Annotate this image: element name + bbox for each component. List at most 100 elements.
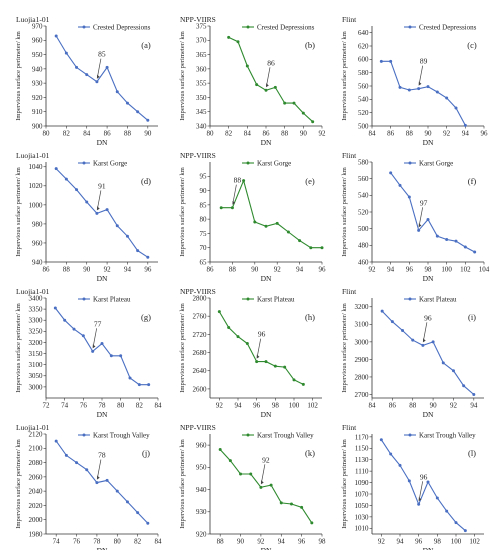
- y-tick-label: 1020: [29, 182, 44, 190]
- data-point: [105, 65, 109, 69]
- y-tick-label: 3250: [29, 328, 44, 336]
- y-tick-label: 3200: [355, 303, 370, 311]
- data-point: [100, 342, 104, 346]
- legend-entry: Karst Gorge: [419, 160, 453, 168]
- data-point: [269, 483, 273, 487]
- x-axis-label: DN: [97, 138, 108, 147]
- x-axis-label: DN: [97, 410, 108, 419]
- y-axis-label: Impervious surface perimeter/ km: [341, 30, 348, 120]
- series-line: [380, 439, 466, 532]
- data-point: [380, 309, 384, 313]
- x-tick-label: 86: [207, 266, 215, 274]
- data-point: [119, 354, 123, 358]
- annotation-arrowhead: [96, 206, 100, 211]
- x-tick-label: 96: [298, 538, 306, 546]
- y-tick-label: 980: [32, 220, 43, 228]
- legend-marker: [246, 433, 250, 437]
- y-axis-label: Impervious surface perimeter/ km: [15, 166, 22, 256]
- y-tick-label: 970: [32, 22, 43, 30]
- y-tick-label: 500: [358, 225, 369, 233]
- data-point: [95, 481, 99, 485]
- x-tick-label: 84: [369, 402, 377, 410]
- chart-panel-12: Flint 1010 1030 1050 1070 1090 1110 1130 1150 117…: [341, 423, 484, 550]
- x-tick-label: 96: [144, 266, 152, 274]
- panel-letter: (f): [468, 176, 477, 186]
- legend-entry: Karst Plateau: [93, 296, 131, 304]
- x-tick-label: 84: [244, 130, 252, 138]
- x-axis-label: DN: [423, 138, 434, 147]
- annotation-arrow: [423, 322, 428, 341]
- data-point: [283, 101, 287, 105]
- data-point: [245, 341, 249, 345]
- x-tick-label: 94: [235, 402, 243, 410]
- data-point: [128, 376, 132, 380]
- data-point: [136, 249, 140, 253]
- data-point: [273, 85, 277, 89]
- chart-panel-11: NPP-VIIRS 920 930 940 950 960 88 90 92 94 96 98 DN Im…: [179, 423, 326, 550]
- x-tick-label: 88: [281, 130, 289, 138]
- panel-letter: (e): [305, 176, 315, 186]
- x-tick-label: 80: [117, 402, 125, 410]
- annotation-arrowhead: [96, 74, 100, 79]
- series-line: [381, 310, 475, 395]
- annotation-label: 96: [424, 313, 432, 322]
- data-point: [227, 326, 231, 330]
- y-axis-label: Impervious surface perimeter/ km: [179, 166, 186, 256]
- data-point: [435, 90, 439, 94]
- panel-title: Luojia1-01: [16, 423, 50, 432]
- data-point: [275, 221, 279, 225]
- y-tick-label: 600: [358, 56, 369, 64]
- annotation-arrowhead: [418, 223, 422, 228]
- x-tick-label: 86: [263, 130, 271, 138]
- data-point: [401, 328, 405, 332]
- y-tick-label: 560: [358, 82, 369, 90]
- y-tick-label: 95: [200, 173, 208, 181]
- y-tick-label: 520: [358, 109, 369, 117]
- annotation-label: 91: [98, 181, 106, 190]
- y-tick-label: 460: [358, 258, 369, 266]
- x-tick-label: 94: [387, 266, 395, 274]
- data-point: [218, 448, 222, 452]
- series-line: [390, 172, 475, 253]
- data-point: [463, 245, 467, 249]
- data-point: [279, 501, 283, 505]
- x-tick-label: 98: [272, 402, 280, 410]
- data-point: [236, 335, 240, 339]
- x-tick-label: 84: [369, 130, 377, 138]
- data-point: [115, 90, 119, 94]
- y-tick-label: 500: [358, 122, 369, 130]
- y-tick-label: 75: [200, 230, 208, 238]
- y-tick-label: 950: [196, 464, 207, 472]
- data-point: [230, 206, 234, 210]
- data-point: [239, 472, 243, 476]
- data-point: [115, 489, 119, 493]
- x-axis-label: DN: [97, 546, 108, 550]
- x-tick-label: 78: [99, 402, 107, 410]
- y-axis-label: Impervious surface perimeter/ km: [179, 30, 186, 120]
- legend-entry: Karst Gorge: [93, 160, 127, 168]
- annotation-arrow: [418, 481, 424, 500]
- y-tick-label: 3100: [29, 361, 44, 369]
- legend-marker: [408, 25, 412, 29]
- y-tick-label: 90: [200, 187, 208, 195]
- data-point: [245, 64, 249, 68]
- data-point: [72, 327, 76, 331]
- data-point: [472, 392, 476, 396]
- data-point: [445, 238, 449, 241]
- legend-marker: [408, 433, 412, 437]
- y-tick-label: 1070: [355, 490, 370, 498]
- y-tick-label: 1000: [29, 201, 44, 209]
- x-tick-label: 96: [481, 130, 489, 138]
- y-tick-label: 3000: [29, 383, 44, 391]
- y-tick-label: 2120: [29, 430, 44, 438]
- chart-panel-4: Luojia1-01 940 960 980 1000 1020 1040 86 88 90 92 9…: [15, 151, 158, 283]
- x-tick-label: 88: [63, 266, 71, 274]
- data-point: [75, 65, 79, 69]
- x-tick-label: 94: [278, 538, 286, 546]
- x-tick-label: 80: [43, 130, 51, 138]
- y-tick-label: 65: [200, 258, 208, 266]
- y-tick-label: 1170: [355, 433, 369, 441]
- annotation-arrow: [418, 207, 424, 226]
- x-tick-label: 98: [434, 538, 442, 546]
